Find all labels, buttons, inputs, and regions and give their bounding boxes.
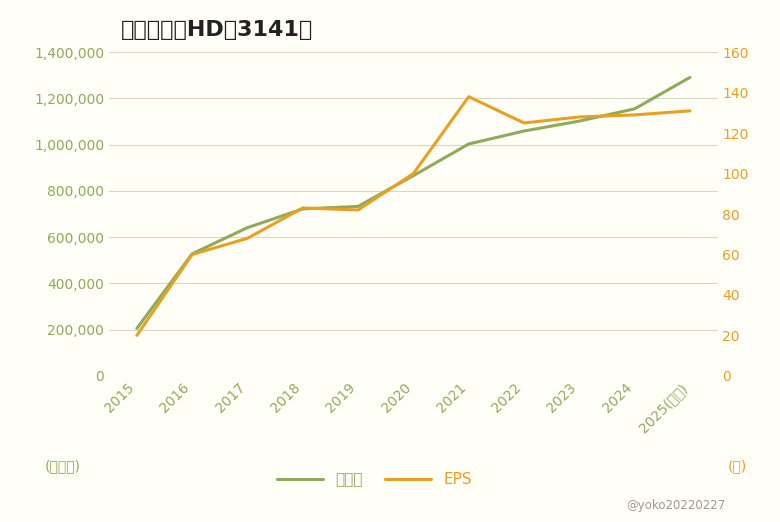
EPS [409,170,418,176]
Text: (円): (円) [728,459,746,473]
Text: @yoko20220227: @yoko20220227 [626,499,725,512]
売上高 [243,224,252,231]
EPS [686,108,695,114]
EPS [243,235,252,241]
Text: (百万円): (百万円) [44,459,80,473]
売上高 [575,118,584,124]
EPS [575,114,584,120]
売上高 [353,203,363,209]
売上高 [298,206,307,212]
Line: EPS: EPS [136,97,690,336]
EPS [298,205,307,211]
EPS [353,207,363,213]
Text: ウエルシアHD（3141）: ウエルシアHD（3141） [122,19,314,40]
売上高 [187,251,197,257]
売上高 [464,141,473,147]
Legend: 売上高, EPS: 売上高, EPS [271,466,478,493]
EPS [630,112,640,118]
EPS [519,120,529,126]
Line: 売上高: 売上高 [136,77,690,328]
売上高 [519,128,529,134]
売上高 [409,172,418,179]
売上高 [630,105,640,112]
EPS [464,93,473,100]
EPS [187,251,197,257]
EPS [132,333,141,339]
売上高 [132,325,141,331]
売上高 [686,74,695,80]
